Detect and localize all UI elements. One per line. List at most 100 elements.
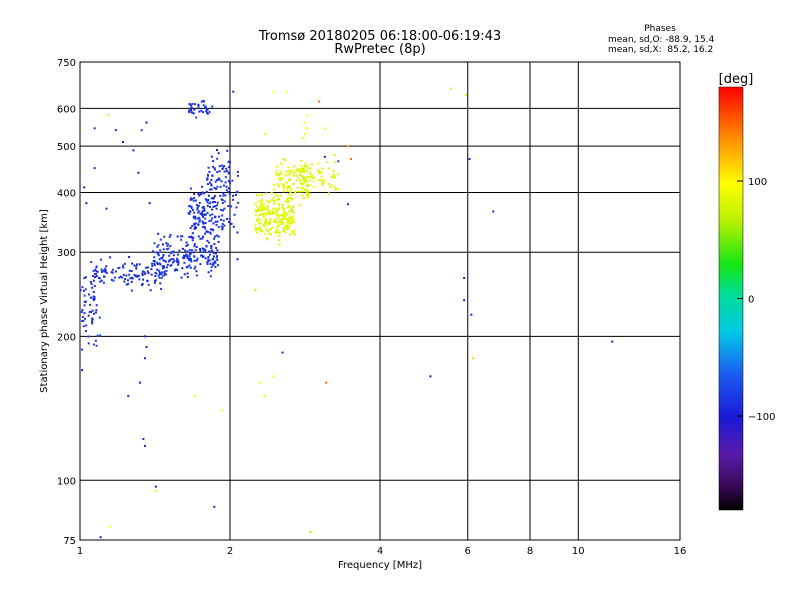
data-point xyxy=(180,238,183,241)
data-point xyxy=(273,220,276,223)
data-point xyxy=(216,259,219,262)
data-point xyxy=(188,204,191,207)
data-point xyxy=(130,280,133,283)
data-point xyxy=(185,241,188,244)
data-point xyxy=(311,177,314,180)
data-point xyxy=(208,259,211,262)
data-point xyxy=(192,223,195,226)
data-point xyxy=(231,194,234,197)
data-point xyxy=(175,269,178,272)
data-point xyxy=(122,264,125,267)
data-point xyxy=(318,179,321,181)
data-point xyxy=(83,300,86,303)
data-point xyxy=(228,218,231,221)
data-point xyxy=(190,109,193,112)
data-point xyxy=(197,211,200,214)
data-point xyxy=(225,167,228,170)
data-point xyxy=(176,258,179,261)
data-point xyxy=(270,227,273,230)
data-point xyxy=(195,226,198,229)
data-point xyxy=(189,198,192,201)
data-point xyxy=(268,223,271,226)
data-point xyxy=(160,276,163,279)
data-point xyxy=(201,225,204,228)
data-point xyxy=(84,276,87,279)
data-point xyxy=(114,270,117,273)
data-point xyxy=(280,183,283,186)
data-point xyxy=(306,180,309,183)
data-point xyxy=(333,185,336,188)
data-point xyxy=(102,281,105,284)
data-point xyxy=(140,283,143,286)
data-point xyxy=(145,346,148,349)
data-point xyxy=(90,311,93,314)
data-point xyxy=(281,206,284,209)
data-point xyxy=(214,265,217,268)
data-point xyxy=(197,205,200,208)
data-point xyxy=(197,223,200,226)
data-point xyxy=(260,194,263,197)
data-point xyxy=(194,259,197,262)
data-point xyxy=(611,340,614,343)
data-point xyxy=(192,236,195,239)
data-point xyxy=(212,229,215,232)
data-point xyxy=(305,127,308,130)
data-point xyxy=(263,225,266,228)
data-point xyxy=(80,311,83,314)
data-point xyxy=(189,210,192,213)
data-point xyxy=(285,174,288,177)
data-point xyxy=(81,369,84,372)
data-point xyxy=(87,293,90,296)
data-point xyxy=(302,176,305,179)
data-point xyxy=(277,214,280,217)
data-point xyxy=(275,230,278,233)
data-point xyxy=(284,159,287,162)
data-point xyxy=(190,197,193,200)
data-point xyxy=(122,273,125,276)
data-point xyxy=(287,201,290,204)
data-point xyxy=(190,249,193,252)
data-point xyxy=(81,315,84,318)
data-point xyxy=(166,248,169,251)
data-point xyxy=(299,182,302,185)
data-point xyxy=(162,259,165,262)
data-point xyxy=(305,164,308,167)
data-point xyxy=(301,194,304,197)
data-point xyxy=(207,199,210,201)
data-point xyxy=(261,206,264,209)
data-point xyxy=(268,221,271,224)
data-point xyxy=(147,283,150,286)
data-point xyxy=(100,258,103,261)
data-point xyxy=(137,274,140,277)
data-point xyxy=(81,286,84,289)
data-point xyxy=(298,170,301,173)
y-tick-label: 75 xyxy=(63,536,76,547)
data-point xyxy=(91,322,94,325)
data-point xyxy=(95,304,98,307)
data-point xyxy=(205,199,208,202)
chart-title: Tromsø 20180205 06:18:00-06:19:43 xyxy=(258,29,501,44)
data-point xyxy=(279,173,282,176)
data-point xyxy=(221,228,224,231)
data-point xyxy=(99,280,102,283)
data-point xyxy=(285,224,288,227)
data-point xyxy=(222,194,225,197)
data-point xyxy=(286,213,289,216)
data-point xyxy=(150,273,153,276)
data-point xyxy=(194,217,197,220)
data-point xyxy=(215,187,218,190)
data-point xyxy=(113,276,116,279)
data-point xyxy=(153,256,156,259)
data-point xyxy=(163,271,166,274)
data-point xyxy=(272,90,275,93)
data-point xyxy=(198,201,201,204)
data-point xyxy=(472,357,475,360)
data-point xyxy=(285,227,288,230)
data-point xyxy=(90,282,93,285)
y-axis-ticks: 75 100 200 300 400 500 600 750 xyxy=(57,58,76,547)
data-point xyxy=(203,207,206,210)
data-point xyxy=(129,277,132,280)
y-tick-label: 200 xyxy=(57,332,76,343)
data-point xyxy=(208,253,211,256)
data-point xyxy=(267,201,270,204)
